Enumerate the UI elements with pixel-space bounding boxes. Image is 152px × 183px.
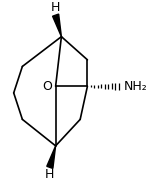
Polygon shape xyxy=(53,14,61,37)
Text: H: H xyxy=(45,168,55,181)
Text: H: H xyxy=(51,1,60,14)
Text: NH₂: NH₂ xyxy=(124,80,147,93)
Text: O: O xyxy=(43,80,53,93)
Polygon shape xyxy=(47,146,56,168)
